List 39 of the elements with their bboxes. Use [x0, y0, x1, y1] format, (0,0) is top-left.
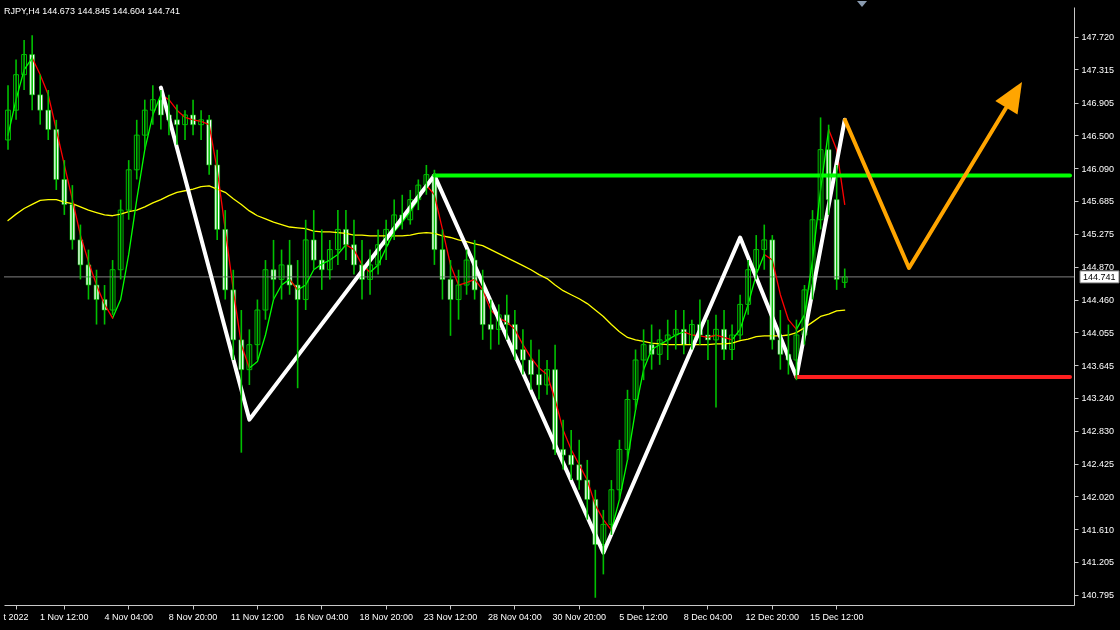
x-tick-label: 18 Nov 20:00: [359, 611, 413, 622]
x-tick-label: 11 Nov 12:00: [230, 611, 284, 622]
y-tick-label: 146.090: [1081, 163, 1115, 174]
x-tick-label: 23 Nov 12:00: [423, 611, 478, 622]
y-tick-label: 145.685: [1081, 196, 1115, 207]
y-tick-label: 143.645: [1081, 360, 1115, 371]
y-tick-label: 141.610: [1081, 524, 1115, 535]
line-series: [158, 85, 847, 555]
y-tick-label: 145.275: [1081, 229, 1115, 240]
chart-title: RJPY,H4 144.673 144.845 144.604 144.741: [4, 6, 180, 16]
x-tick-label: 1 Nov 12:00: [40, 611, 89, 622]
y-tick-label: 142.020: [1081, 491, 1115, 502]
x-tick-label: 8 Nov 20:00: [168, 611, 218, 622]
ref-line-label: 144.741: [1083, 271, 1116, 282]
candlestick: [640, 328, 647, 381]
y-tick-label: 144.870: [1081, 262, 1115, 273]
x-tick-label: t 2022: [3, 611, 29, 622]
x-tick-label: 28 Nov 04:00: [488, 611, 542, 622]
y-tick-label: 147.315: [1081, 64, 1115, 75]
x-tick-label: 30 Nov 20:00: [552, 611, 606, 622]
x-tick-label: 8 Dec 04:00: [683, 611, 733, 622]
y-tick-label: 146.905: [1081, 98, 1115, 108]
y-tick-label: 140.795: [1081, 590, 1115, 601]
x-tick-label: 12 Dec 20:00: [745, 611, 800, 622]
x-tick-label: 15 Dec 12:00: [809, 611, 864, 622]
y-tick-label: 142.425: [1081, 459, 1115, 470]
x-tick-label: 4 Nov 04:00: [104, 611, 153, 622]
y-tick-label: 147.720: [1081, 32, 1115, 43]
y-tick-label: 144.460: [1081, 295, 1115, 306]
x-tick-label: 16 Nov 04:00: [295, 611, 349, 622]
y-tick-label: 142.830: [1081, 426, 1115, 437]
y-tick-label: 146.500: [1081, 130, 1115, 141]
candlestick: [833, 164, 840, 291]
candlestick: [61, 159, 68, 216]
x-tick-label: 5 Dec 12:00: [619, 611, 668, 622]
candlestick: [77, 223, 84, 281]
y-tick-label: 144.055: [1081, 327, 1115, 338]
y-tick-label: 141.205: [1081, 557, 1115, 568]
y-tick-label: 143.240: [1081, 393, 1115, 404]
